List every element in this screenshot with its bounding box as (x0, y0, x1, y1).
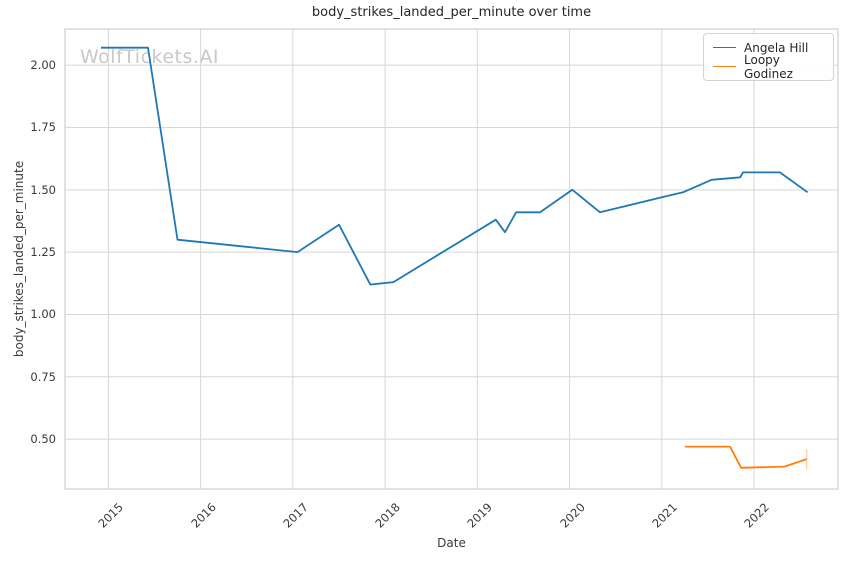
y-tick-label: 1.25 (30, 245, 56, 260)
series-line-angela-hill (101, 46, 809, 286)
y-axis-label: body_strikes_landed_per_minute (12, 160, 26, 358)
legend-item-angela-hill: Angela Hill (713, 39, 824, 56)
x-axis-label: Date (437, 536, 466, 550)
y-tick-label: 0.75 (30, 369, 56, 384)
legend-line-swatch-blue (713, 47, 736, 48)
chart-title: body_strikes_landed_per_minute over time (311, 5, 592, 20)
y-tick-label: 1.50 (30, 182, 56, 197)
axes-border (64, 28, 839, 490)
legend-label: Loopy Godinez (744, 52, 793, 81)
y-tick-label: 1.75 (30, 120, 56, 135)
y-tick-label: 0.50 (30, 432, 56, 447)
legend-item-loopy-godinez: Loopy Godinez (713, 53, 824, 81)
legend: Angela Hill Loopy Godinez (703, 33, 834, 81)
series-line-loopy-godinez (684, 445, 807, 469)
y-tick-label: 1.00 (30, 307, 56, 322)
y-tick-label: 2.00 (30, 58, 56, 73)
legend-line-swatch-orange (713, 66, 736, 67)
legend-label: Angela Hill (744, 40, 809, 55)
